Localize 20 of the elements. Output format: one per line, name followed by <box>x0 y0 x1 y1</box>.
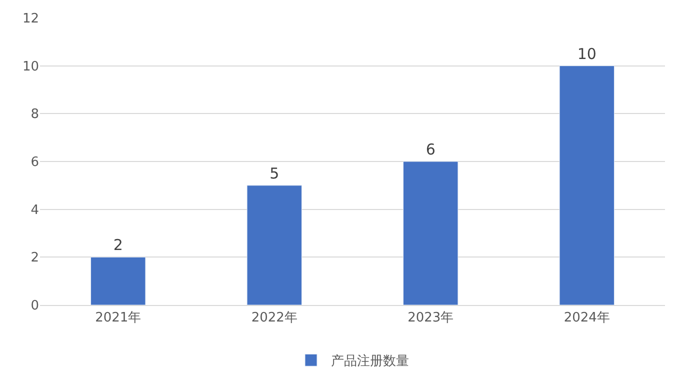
y-tick-label: 12 <box>22 12 39 27</box>
bar <box>403 161 458 305</box>
bar <box>559 66 614 305</box>
data-label: 2 <box>113 236 123 254</box>
legend-label: 产品注册数量 <box>331 354 409 370</box>
y-tick-label: 10 <box>22 59 39 74</box>
y-tick-label: 2 <box>30 250 39 266</box>
x-tick-label: 2023年 <box>408 310 454 326</box>
data-label: 10 <box>577 44 596 63</box>
x-tick-label: 2021年 <box>95 310 142 326</box>
y-tick-label: 6 <box>30 155 39 170</box>
y-tick-label: 0 <box>30 298 39 314</box>
y-tick-label: 8 <box>30 107 39 122</box>
y-tick-label: 4 <box>30 202 39 218</box>
bar <box>90 256 146 305</box>
data-label: 5 <box>270 164 280 182</box>
x-tick-label: 2024年 <box>564 310 610 326</box>
data-label: 6 <box>426 140 436 158</box>
x-tick-label: 2022年 <box>251 310 298 326</box>
bar <box>246 185 302 305</box>
